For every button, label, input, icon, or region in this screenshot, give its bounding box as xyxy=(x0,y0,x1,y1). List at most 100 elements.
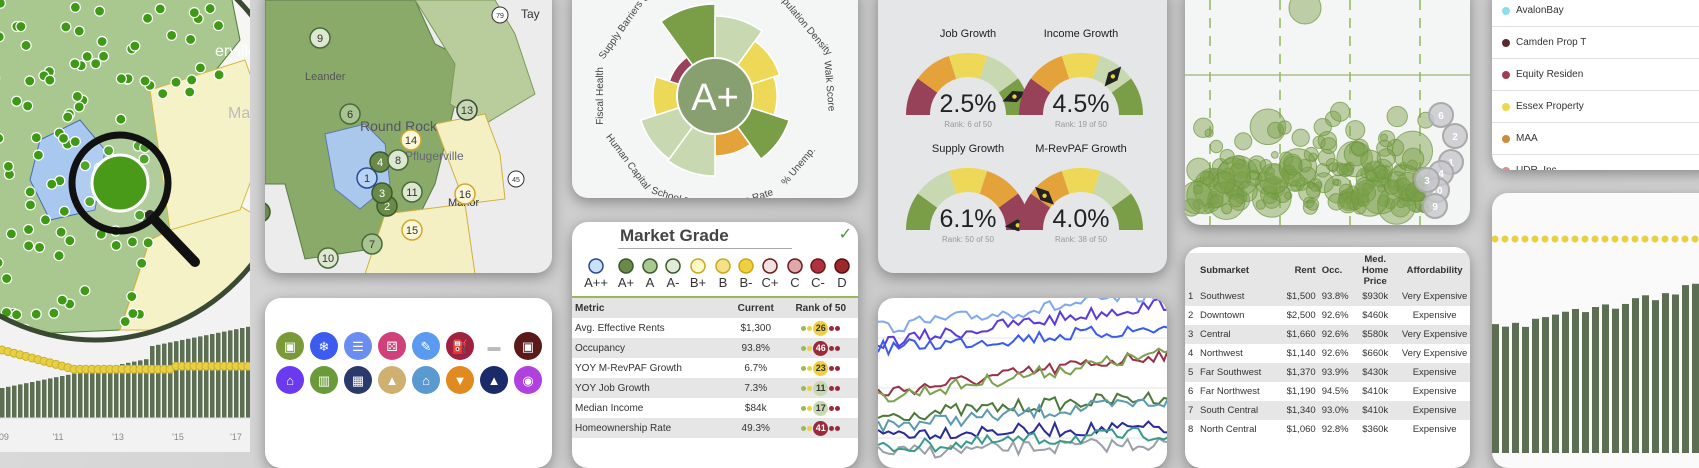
property-dot[interactable] xyxy=(170,76,182,88)
submarket-marker[interactable]: 10 xyxy=(317,247,339,269)
property-dot[interactable] xyxy=(69,1,81,13)
property-dot[interactable] xyxy=(141,12,154,24)
property-dot[interactable] xyxy=(22,100,34,112)
table-row[interactable]: 5 Far Southwest $1,370 93.9% $430k Expensive xyxy=(1185,363,1470,382)
table-row[interactable]: 3 Central $1,660 92.6% $580k Very Expensive xyxy=(1185,325,1470,344)
property-dot[interactable] xyxy=(93,5,106,17)
property-dot[interactable] xyxy=(103,145,115,157)
property-dot[interactable] xyxy=(58,205,70,217)
highlight-bubble[interactable]: 9 xyxy=(1422,193,1448,219)
property-dot[interactable] xyxy=(90,58,102,70)
highlight-bubble[interactable]: 3 xyxy=(1414,167,1440,193)
property-dot[interactable] xyxy=(62,111,74,123)
property-dot[interactable] xyxy=(115,113,127,125)
property-dot[interactable] xyxy=(97,50,110,62)
submarket-marker[interactable]: 6 xyxy=(339,103,361,125)
property-dot[interactable] xyxy=(24,199,37,211)
property-dot[interactable] xyxy=(126,290,138,303)
highlight-bubble[interactable]: 2 xyxy=(1442,123,1468,149)
legend-item[interactable]: AvalonBay xyxy=(1492,0,1699,27)
property-dot[interactable] xyxy=(184,33,197,46)
table-row[interactable]: 7 South Central $1,340 93.0% $410k Expensive xyxy=(1185,401,1470,420)
property-dot[interactable] xyxy=(15,20,27,33)
property-dot[interactable] xyxy=(138,153,150,165)
table-row[interactable]: 4 Northwest $1,140 92.6% $660k Very Expensive xyxy=(1185,344,1470,363)
table-row[interactable]: 2 Downtown $2,500 92.6% $460k Expensive xyxy=(1185,306,1470,325)
property-dot[interactable] xyxy=(11,95,23,107)
chevron-down-icon[interactable]: ✓ xyxy=(838,226,852,243)
property-dot[interactable] xyxy=(96,35,108,48)
submarket-marker[interactable]: 9 xyxy=(309,27,331,49)
submarket-marker[interactable]: 16 xyxy=(454,183,476,205)
property-dot[interactable] xyxy=(39,214,52,226)
property-dot[interactable] xyxy=(126,236,139,248)
property-dot[interactable] xyxy=(184,86,196,98)
table-row[interactable]: 8 North Central $1,060 92.8% $360k Expensive xyxy=(1185,420,1470,439)
property-dot[interactable] xyxy=(129,40,141,52)
property-dot[interactable] xyxy=(119,315,131,328)
property-dot[interactable] xyxy=(69,135,81,148)
property-dot[interactable] xyxy=(0,257,4,269)
submarket-marker[interactable]: 11 xyxy=(401,181,423,203)
property-dot[interactable] xyxy=(213,69,225,81)
submarket-marker[interactable]: 7 xyxy=(361,233,383,255)
property-dot[interactable] xyxy=(115,73,127,85)
property-dot[interactable] xyxy=(53,250,65,262)
submarket-marker[interactable]: 5 xyxy=(265,202,271,222)
property-dot[interactable] xyxy=(110,239,122,251)
highlight-bubble[interactable]: 6 xyxy=(1428,102,1454,128)
submarket-marker[interactable]: 3 xyxy=(371,182,393,204)
property-dot[interactable] xyxy=(212,19,225,32)
property-dot[interactable] xyxy=(69,58,81,70)
property-dot[interactable] xyxy=(10,309,23,321)
property-dot[interactable] xyxy=(194,62,206,74)
property-dot[interactable] xyxy=(22,223,35,236)
property-dot[interactable] xyxy=(127,307,139,320)
legend-item[interactable]: Camden Prop T xyxy=(1492,27,1699,59)
property-dot[interactable] xyxy=(84,195,96,208)
property-dot[interactable] xyxy=(0,0,6,9)
property-dot[interactable] xyxy=(157,88,169,100)
legend-item[interactable]: Essex Property xyxy=(1492,91,1699,123)
property-dot[interactable] xyxy=(0,31,5,43)
property-dot[interactable] xyxy=(56,294,68,306)
property-dot[interactable] xyxy=(24,186,36,198)
property-dot[interactable] xyxy=(134,209,146,221)
property-dot[interactable] xyxy=(204,2,216,15)
submarket-marker[interactable]: 8 xyxy=(387,149,409,171)
table-row[interactable]: 6 Far Northwest $1,190 94.5% $410k Expensive xyxy=(1185,382,1470,401)
property-dot[interactable] xyxy=(60,21,72,33)
table-row[interactable]: 1 Southwest $1,500 93.8% $930k Very Expensive xyxy=(1185,287,1470,306)
submarket-marker[interactable]: 14 xyxy=(400,129,422,151)
submarket-marker[interactable]: 1 xyxy=(356,167,378,189)
property-dot[interactable] xyxy=(23,240,35,252)
property-dot[interactable] xyxy=(30,132,42,144)
legend-item[interactable]: MAA xyxy=(1492,123,1699,155)
submarket-marker[interactable]: 4 xyxy=(369,151,391,173)
property-dot[interactable] xyxy=(166,29,178,42)
property-dot[interactable] xyxy=(48,307,60,319)
property-dot[interactable] xyxy=(188,7,200,19)
property-dot[interactable] xyxy=(24,75,36,87)
legend-item[interactable]: Equity Residen xyxy=(1492,59,1699,91)
property-dot[interactable] xyxy=(81,50,93,63)
property-dot[interactable] xyxy=(44,74,56,86)
property-dot[interactable] xyxy=(71,90,83,103)
property-dot[interactable] xyxy=(73,101,85,113)
property-dot[interactable] xyxy=(142,237,154,249)
property-dot[interactable] xyxy=(186,74,198,86)
submarket-marker[interactable]: 15 xyxy=(401,219,423,241)
property-dot[interactable] xyxy=(55,226,67,238)
property-dot[interactable] xyxy=(79,159,91,172)
property-dot[interactable] xyxy=(79,285,91,297)
property-dot[interactable] xyxy=(2,160,15,172)
property-dot[interactable] xyxy=(136,257,148,269)
property-dot[interactable] xyxy=(5,228,17,240)
property-dot[interactable] xyxy=(73,25,85,37)
property-dot[interactable] xyxy=(154,3,166,15)
property-dot[interactable] xyxy=(1,272,13,285)
property-dot[interactable] xyxy=(33,241,46,254)
legend-item[interactable]: UDR, Inc. xyxy=(1492,155,1699,170)
property-dot[interactable] xyxy=(139,75,151,87)
